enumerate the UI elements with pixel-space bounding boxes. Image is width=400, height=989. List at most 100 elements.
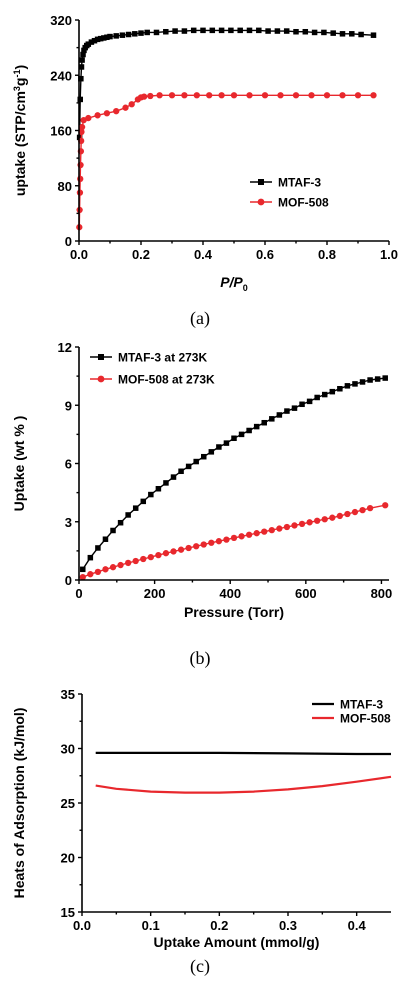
x-tick-label: 200 (144, 586, 166, 601)
data-point (238, 431, 245, 438)
data-point (193, 458, 199, 465)
data-point (208, 539, 215, 546)
data-point (344, 510, 351, 518)
data-point (339, 31, 346, 37)
data-point (80, 566, 86, 573)
data-point (79, 573, 86, 581)
data-point (291, 522, 298, 529)
x-tick-label: 0.3 (279, 918, 297, 933)
data-point (292, 92, 300, 99)
data-point (291, 405, 298, 411)
data-point (352, 381, 358, 387)
data-point (132, 31, 138, 37)
data-point (269, 416, 275, 422)
data-point (231, 435, 237, 442)
data-point (256, 27, 262, 34)
data-point (144, 29, 150, 36)
data-point (246, 27, 253, 34)
chart-1: 0.0 0.2 0.4 0.6 0.8 1.0 0 80 160 240 320 P/P0 uptake… (12, 13, 398, 329)
x-axis-title: Uptake Amount (mmol/g) (154, 934, 320, 950)
data-point (156, 92, 163, 99)
data-point (178, 468, 184, 475)
data-point (215, 538, 223, 545)
data-point (140, 498, 147, 505)
data-point (253, 530, 260, 537)
data-point (87, 571, 94, 578)
data-point (78, 123, 86, 131)
data-point (329, 388, 336, 395)
data-point (102, 566, 109, 573)
data-point (190, 27, 197, 34)
data-point (109, 564, 117, 571)
data-point (185, 544, 192, 552)
data-point (80, 51, 86, 58)
data-point (284, 408, 290, 414)
x-tick-label: 0.0 (70, 247, 88, 262)
data-point (155, 485, 162, 492)
data-point (201, 453, 207, 460)
data-point (77, 96, 83, 103)
data-point (208, 449, 215, 455)
data-point (311, 29, 318, 36)
data-point (124, 559, 132, 567)
data-point (339, 92, 346, 99)
y-tick-label: 0 (65, 234, 72, 249)
data-point (113, 33, 119, 39)
data-point (147, 92, 154, 100)
data-point (77, 175, 84, 182)
data-point (117, 561, 124, 569)
legend-marker (258, 179, 264, 185)
series-line (95, 775, 392, 794)
x-tick-label: 0.2 (132, 247, 150, 262)
data-point (155, 551, 162, 559)
x-tick-label: 0.6 (256, 247, 274, 262)
data-point (382, 375, 388, 381)
data-point (91, 37, 98, 44)
data-point (230, 534, 238, 542)
series-mtaf-3-at-273k (80, 375, 388, 573)
legend-marker (98, 354, 104, 360)
data-point (321, 516, 328, 523)
data-point (97, 35, 104, 42)
x-tick-label: 0.4 (348, 918, 367, 933)
data-point (261, 92, 269, 99)
data-point (359, 379, 366, 385)
legend-label: MOF-508 at 273K (118, 373, 215, 387)
data-point (237, 27, 243, 34)
y-tick-label: 80 (58, 179, 72, 194)
series-line (78, 94, 374, 228)
data-point (128, 101, 135, 108)
y-tick-label: 15 (61, 905, 75, 920)
y-axis-title: Heats of Adsorption (kJ/mol) (11, 708, 27, 899)
data-point (148, 491, 154, 498)
data-point (323, 92, 331, 99)
y-tick-label: 25 (61, 796, 75, 811)
x-tick-label: 0.0 (73, 918, 91, 933)
data-point (193, 543, 200, 550)
y-tick-label: 3 (65, 515, 72, 530)
data-point (79, 57, 85, 63)
y-tick-label: 9 (65, 398, 72, 413)
data-point (302, 28, 309, 35)
y-tick-label: 320 (50, 13, 72, 28)
chart-caption: (c) (190, 956, 210, 977)
data-point (140, 93, 148, 100)
data-point (125, 31, 132, 38)
x-tick-label: 0.8 (318, 247, 336, 262)
data-point (76, 189, 84, 196)
x-tick-label: 0.1 (142, 918, 160, 933)
data-point (95, 545, 101, 551)
data-point (218, 92, 225, 99)
data-point (87, 554, 94, 561)
data-point (168, 92, 176, 99)
y-tick-label: 160 (50, 124, 72, 139)
data-point (283, 523, 291, 531)
data-point (223, 536, 230, 543)
data-point (170, 474, 177, 480)
x-tick-label: 1.0 (380, 247, 398, 262)
data-point (117, 519, 124, 526)
data-point (209, 27, 216, 34)
